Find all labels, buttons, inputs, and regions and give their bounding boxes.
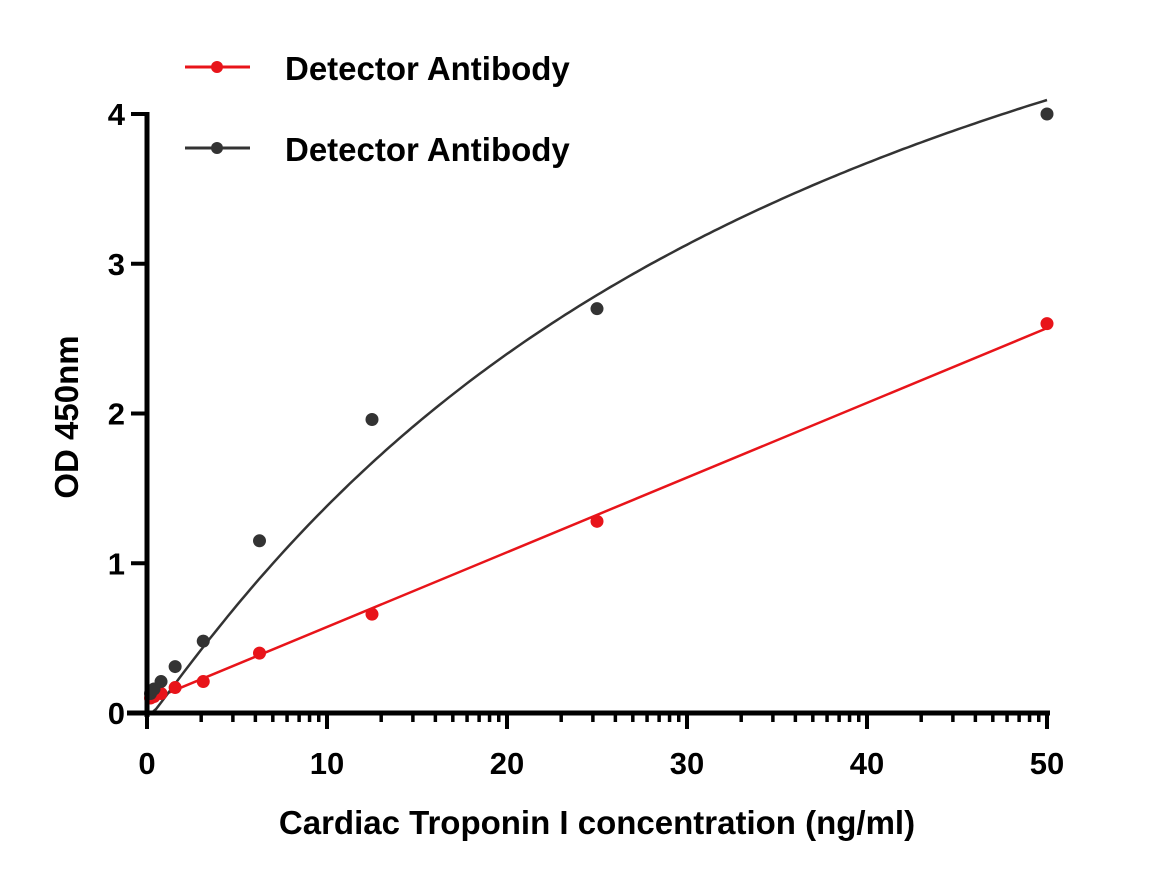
data-point — [168, 681, 182, 695]
legend-label-red: Detector Antibody — [285, 50, 570, 87]
y-tick-label: 3 — [108, 247, 125, 282]
x-tick-label: 40 — [850, 746, 884, 781]
x-tick-label: 50 — [1030, 746, 1064, 781]
data-point — [253, 534, 266, 548]
fit-line-series-1 — [147, 98, 1048, 715]
x-tick-label: 20 — [490, 746, 524, 781]
x-tick-label: 30 — [670, 746, 704, 781]
x-tick-label: 0 — [138, 746, 155, 781]
y-tick-label: 2 — [108, 397, 125, 432]
x-tick-labels: 0 10 20 30 40 50 — [138, 746, 1064, 781]
y-tick-label: 0 — [108, 696, 125, 731]
data-point — [1040, 107, 1054, 121]
data-point — [196, 634, 210, 648]
legend-marker-black — [211, 142, 223, 154]
data-point — [168, 660, 182, 674]
y-tick-label: 1 — [108, 546, 125, 581]
legend: Detector Antibody Detector Antibody — [185, 50, 570, 168]
fit-lines — [146, 98, 1048, 715]
data-points — [144, 107, 1054, 705]
y-tick-label: 4 — [108, 97, 126, 132]
data-point — [253, 646, 266, 660]
legend-label-black: Detector Antibody — [285, 131, 570, 168]
legend-item-red: Detector Antibody — [185, 50, 570, 87]
x-tick-label: 10 — [310, 746, 344, 781]
data-point — [154, 675, 168, 689]
data-point — [1040, 317, 1054, 331]
data-point — [196, 675, 210, 689]
data-point — [590, 514, 604, 528]
y-axis-title: OD 450nm — [48, 335, 85, 498]
legend-marker-red — [211, 61, 223, 73]
y-tick-labels: 0 1 2 3 4 — [108, 97, 126, 731]
legend-item-black: Detector Antibody — [185, 131, 570, 168]
data-point — [365, 607, 379, 621]
x-axis-title: Cardiac Troponin I concentration (ng/ml) — [279, 804, 915, 841]
data-point — [590, 302, 604, 316]
data-point — [365, 412, 379, 426]
axes — [127, 112, 1050, 729]
